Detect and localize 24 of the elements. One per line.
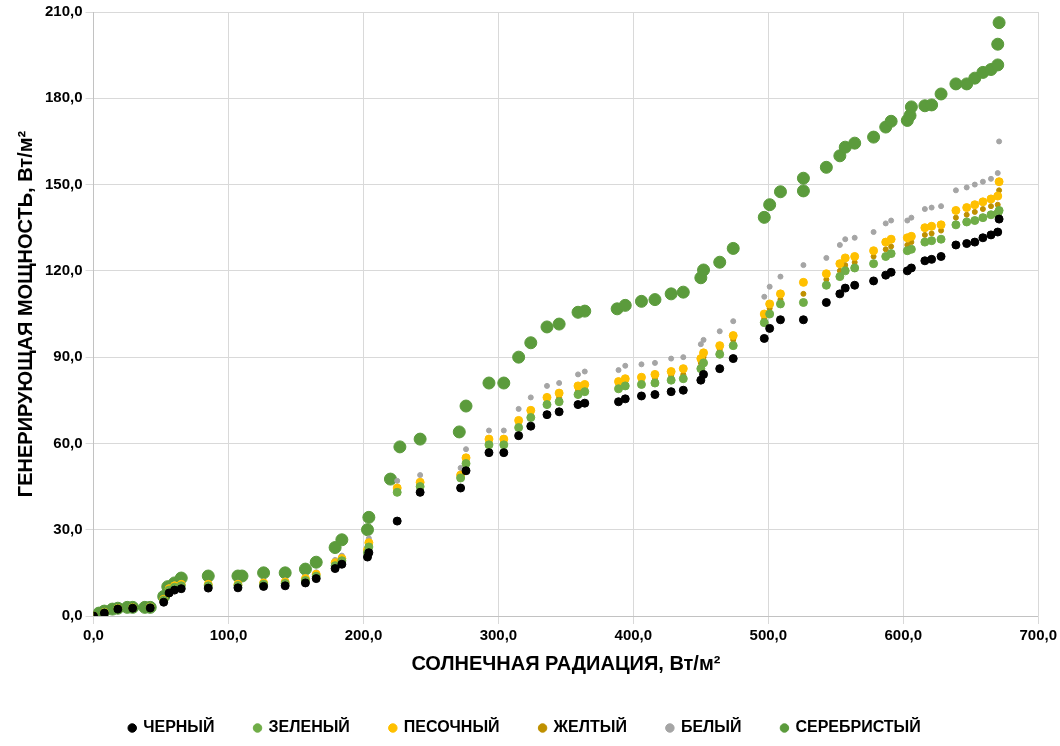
- y-tick-label: 30,0: [53, 519, 83, 537]
- x-tick-label: 500,0: [749, 626, 788, 644]
- y-tick-label: 120,0: [44, 261, 83, 278]
- y-tick-label: 90,0: [53, 347, 83, 365]
- y-tick-label: 0,0: [61, 606, 83, 624]
- legend-label: БЕЛЫЙ: [680, 717, 742, 736]
- x-tick-label: 700,0: [1019, 626, 1058, 644]
- y-axis-title: ГЕНЕРИРУЮЩАЯ МОЩНОСТЬ, Вт/м²: [13, 130, 36, 498]
- x-tick-label: 300,0: [479, 626, 518, 644]
- x-tick-label: 600,0: [884, 626, 923, 644]
- legend-label: ЖЕЛТЫЙ: [552, 717, 627, 736]
- legend-label: ЧЕРНЫЙ: [143, 717, 215, 736]
- legend-label: СЕРЕБРИСТЫЙ: [795, 717, 921, 736]
- x-axis-title: СОЛНЕЧНАЯ РАДИАЦИЯ, Вт/м²: [411, 651, 721, 674]
- x-tick-label: 400,0: [614, 626, 653, 644]
- x-tick-label: 200,0: [344, 626, 383, 644]
- y-tick-label: 60,0: [53, 433, 83, 451]
- y-tick-label: 180,0: [44, 88, 83, 106]
- y-tick-label: 150,0: [44, 174, 83, 192]
- y-tick-label: 210,0: [44, 2, 83, 20]
- legend-label: ПЕСОЧНЫЙ: [403, 717, 500, 736]
- x-tick-label: 100,0: [209, 626, 248, 644]
- legend-label: ЗЕЛЕНЫЙ: [268, 717, 350, 736]
- x-tick-label: 0,0: [83, 626, 104, 644]
